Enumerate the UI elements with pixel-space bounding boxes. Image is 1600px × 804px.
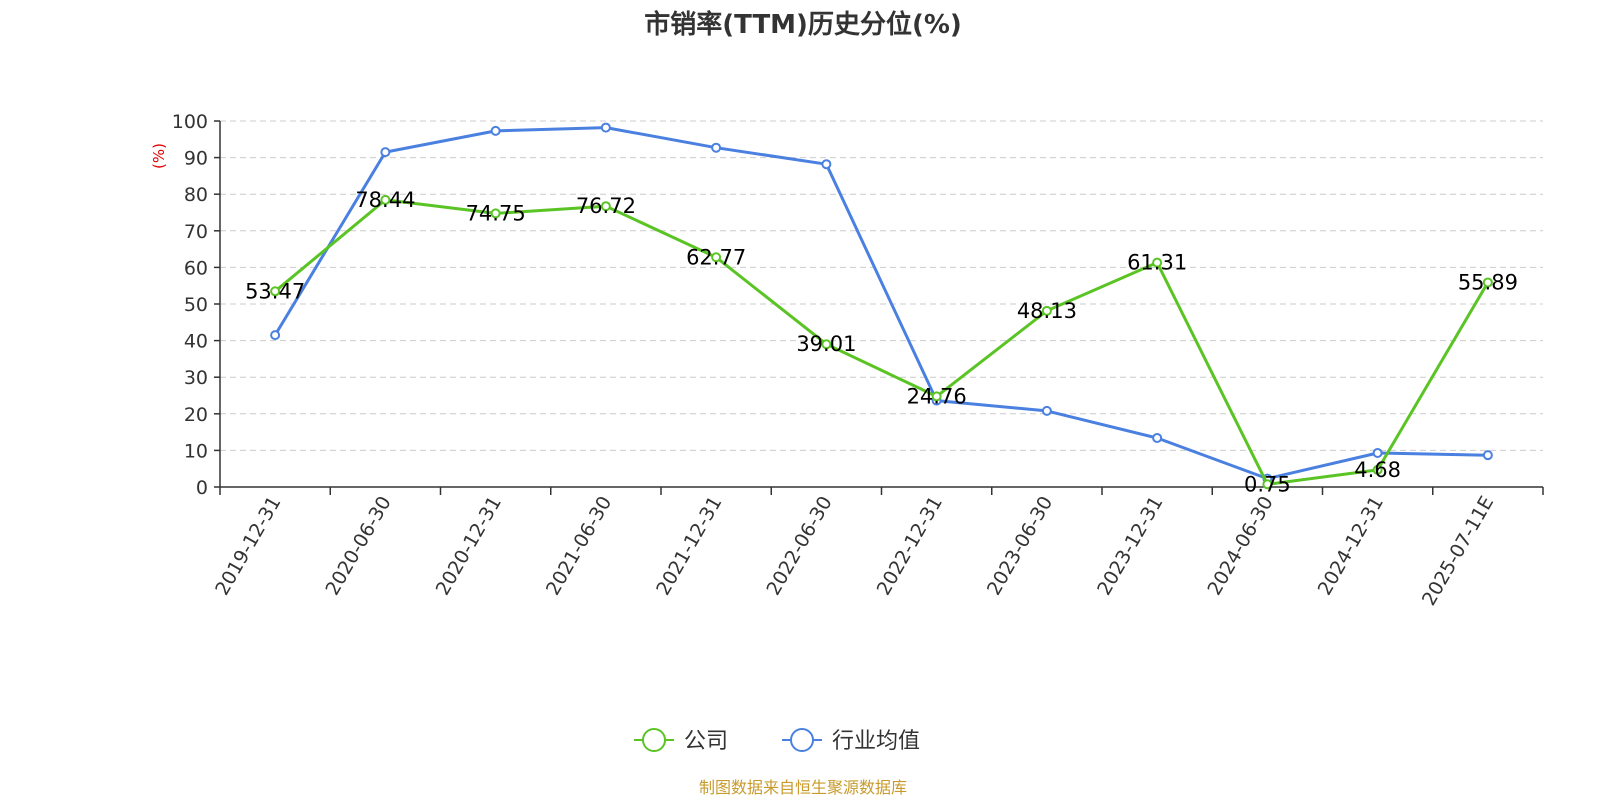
chart-title: 市销率(TTM)历史分位(%) [644,9,962,40]
data-label: 78.44 [355,188,415,212]
data-label: 4.68 [1354,458,1401,482]
legend-item-1[interactable]: 行业均值 [782,728,920,754]
series-1-point[interactable] [821,159,832,170]
legend-item-0[interactable]: 公司 [634,728,728,754]
x-tick-label: 2021-12-31 [652,493,726,600]
series-lines [270,122,1493,490]
y-tick-label: 80 [184,184,208,206]
series-1-point[interactable] [600,122,611,133]
series-1-point[interactable] [1041,405,1052,416]
legend: 公司 行业均值 [634,728,920,754]
x-tick-label: 2024-12-31 [1314,493,1388,600]
y-tick-label: 70 [184,221,208,243]
series-0-point[interactable] [380,194,391,205]
data-label: 76.72 [576,194,636,218]
y-tick-label: 0 [196,477,208,499]
series-0-point[interactable] [490,208,501,219]
x-tick-label: 2022-06-30 [762,493,836,600]
data-label: 55.89 [1458,270,1518,294]
data-source-note: 制图数据来自恒生聚源数据库 [699,778,907,797]
y-tick-label: 40 [184,331,208,353]
series-0-point[interactable] [821,339,832,350]
series-1-point[interactable] [380,147,391,158]
series-line-0 [274,198,1490,486]
legend-marker [642,728,666,752]
x-tick-label: 2023-12-31 [1093,493,1167,600]
series-1-point[interactable] [1372,447,1383,458]
y-axis-label: (%) [150,143,168,169]
data-label: 24.76 [907,384,967,408]
series-0-point[interactable] [1482,277,1493,288]
series-1-point[interactable] [490,125,501,136]
data-label: 53.47 [245,279,305,303]
y-tick-label: 60 [184,257,208,279]
legend-marker [790,728,814,752]
series-line-1 [273,126,1488,481]
y-tick-label: 90 [184,148,208,170]
x-tick-label: 2022-12-31 [873,493,947,600]
series-0-point[interactable] [711,252,722,263]
series-0-point[interactable] [1152,257,1163,268]
y-tick-label: 50 [184,294,208,316]
data-labels: 53.47 78.44 74.75 76.72 62.77 39.01 24.76 48.13… [245,188,1518,496]
series-1-point[interactable] [1152,432,1163,443]
series-1-point[interactable] [1482,450,1493,461]
x-tick-label: 2024-06-30 [1203,493,1277,600]
data-label: 74.75 [466,201,526,225]
y-tick-label: 100 [172,111,208,133]
series-0-point[interactable] [600,201,611,212]
data-label: 0.75 [1244,472,1291,496]
series-1-point[interactable] [270,330,281,341]
data-label: 61.31 [1127,251,1187,275]
series-0-point[interactable] [931,391,942,402]
x-tick-label: 2021-06-30 [542,493,616,600]
x-tick-label: 2023-06-30 [983,493,1057,600]
legend-label: 行业均值 [832,729,920,754]
series-0-point[interactable] [1041,305,1052,316]
data-label: 39.01 [796,332,856,356]
x-tick-label: 2019-12-31 [211,493,285,600]
series-0-point[interactable] [1262,479,1273,490]
series-0-point[interactable] [1372,464,1383,475]
series-1-point[interactable] [711,142,722,153]
y-tick-label: 10 [184,440,208,462]
x-tick-label: 2025-07-11E [1418,493,1498,610]
x-tick-label: 2020-06-30 [321,493,395,600]
y-tick-label: 30 [184,367,208,389]
y-tick-label: 20 [184,404,208,426]
x-tick-label: 2020-12-31 [432,493,506,600]
series-0-point[interactable] [270,286,281,297]
data-label: 62.77 [686,245,746,269]
legend-label: 公司 [684,729,728,754]
data-label: 48.13 [1017,299,1077,323]
grid-lines [220,120,1543,451]
